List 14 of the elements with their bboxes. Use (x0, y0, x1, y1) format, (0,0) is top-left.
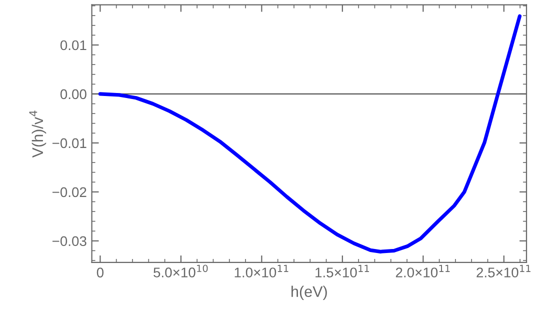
x-axis-title: h(eV) (292, 286, 327, 300)
x-tick-label: 1.0×10$^{11}$ (234, 264, 288, 278)
x-tick-label: 2.0×10$^{11}$ (396, 264, 450, 278)
line-series (98, 14, 522, 254)
y-tick-label: −0.03 (52, 236, 86, 246)
y-tick-label: −0.02 (52, 187, 86, 198)
x-tick-label: 1.5×10$^{11}$ (316, 264, 369, 278)
y-tick-label: 0.00 (60, 89, 86, 100)
x-tick-label: 2.5×10$^{11}$ (476, 264, 530, 278)
y-tick-label: 0.01 (60, 40, 86, 50)
x-tick-label: 5.0×10$^{10}$ (154, 264, 208, 278)
y-tick-label: −0.01 (52, 138, 86, 148)
y-axis-title: V(h)/v$^{4}$ (29, 110, 46, 158)
x-tick-label: 0 (96, 268, 104, 278)
